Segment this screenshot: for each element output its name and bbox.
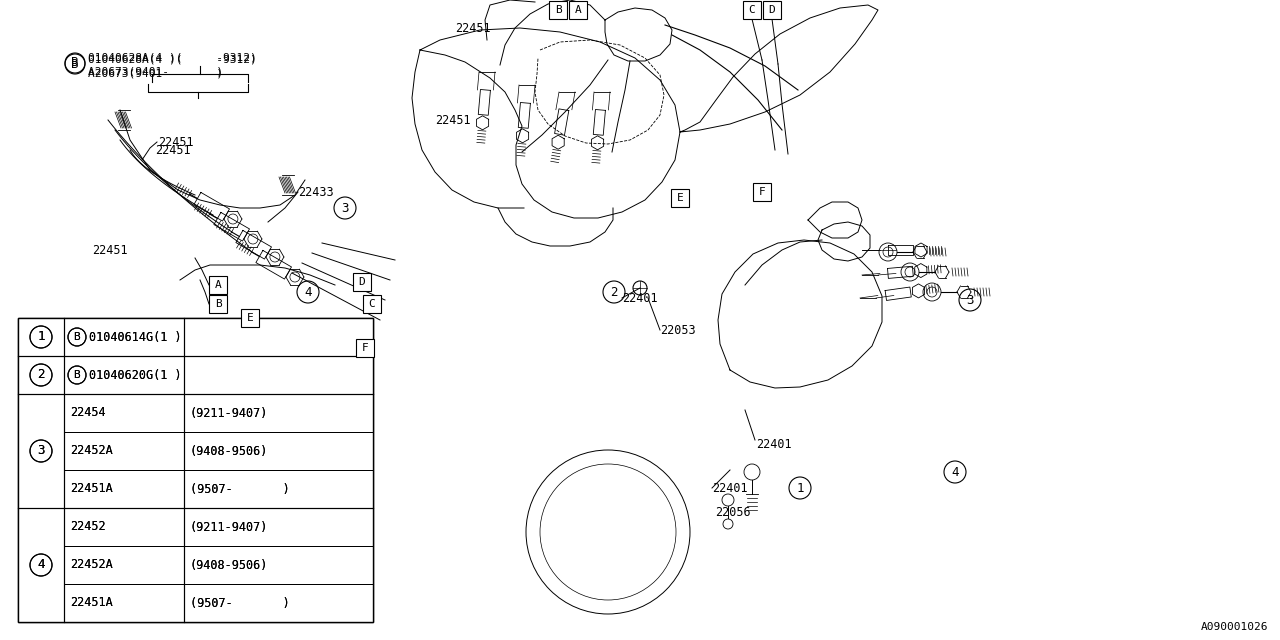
Text: 22452A: 22452A xyxy=(70,445,113,458)
Bar xyxy=(356,339,374,357)
Text: 2: 2 xyxy=(611,285,618,298)
Text: 22451A: 22451A xyxy=(70,596,113,609)
Text: 22401: 22401 xyxy=(622,291,658,305)
Text: 22451A: 22451A xyxy=(70,596,113,609)
Text: B: B xyxy=(72,56,79,70)
Text: 1: 1 xyxy=(796,481,804,495)
Text: E: E xyxy=(247,313,253,323)
Bar xyxy=(671,189,689,207)
Text: (9507-       ): (9507- ) xyxy=(189,596,289,609)
Bar xyxy=(18,318,372,622)
Text: B: B xyxy=(554,5,562,15)
Text: B: B xyxy=(215,299,221,309)
Text: 1: 1 xyxy=(37,330,45,344)
Text: (9408-9506): (9408-9506) xyxy=(189,445,269,458)
Text: A: A xyxy=(215,280,221,290)
Text: 3: 3 xyxy=(37,445,45,458)
Text: (9408-9506): (9408-9506) xyxy=(189,445,269,458)
Text: 01040620G(1 ): 01040620G(1 ) xyxy=(90,369,182,381)
Text: A20673(9401-       ): A20673(9401- ) xyxy=(88,69,223,79)
Bar xyxy=(209,295,227,313)
Bar xyxy=(763,1,781,19)
Text: 22451A: 22451A xyxy=(70,483,113,495)
Text: 22452: 22452 xyxy=(70,520,106,534)
Text: 22401: 22401 xyxy=(756,438,791,451)
Text: D: D xyxy=(768,5,776,15)
Text: 22056: 22056 xyxy=(716,506,750,518)
Text: A: A xyxy=(575,5,581,15)
Text: (9507-       ): (9507- ) xyxy=(189,596,289,609)
Text: B: B xyxy=(74,332,81,342)
Text: C: C xyxy=(369,299,375,309)
Text: 22454: 22454 xyxy=(70,406,106,419)
Bar xyxy=(364,295,381,313)
Bar xyxy=(742,1,762,19)
Text: 22451: 22451 xyxy=(92,243,128,257)
Text: D: D xyxy=(358,277,365,287)
Text: 22451: 22451 xyxy=(454,22,490,35)
Text: 3: 3 xyxy=(342,202,348,214)
Text: 4: 4 xyxy=(37,559,45,572)
Bar xyxy=(353,273,371,291)
Text: 22451A: 22451A xyxy=(70,483,113,495)
Text: F: F xyxy=(759,187,765,197)
Text: 22053: 22053 xyxy=(660,323,695,337)
Text: 4: 4 xyxy=(37,559,45,572)
Text: (9211-9407): (9211-9407) xyxy=(189,520,269,534)
Text: (9408-9506): (9408-9506) xyxy=(189,559,269,572)
Bar xyxy=(209,276,227,294)
Text: B: B xyxy=(74,332,81,342)
Text: 22452A: 22452A xyxy=(70,445,113,458)
Text: C: C xyxy=(749,5,755,15)
Text: (9408-9506): (9408-9506) xyxy=(189,559,269,572)
Text: (9507-       ): (9507- ) xyxy=(189,483,289,495)
Bar xyxy=(753,183,771,201)
Text: 3: 3 xyxy=(966,294,974,307)
Text: 2: 2 xyxy=(37,369,45,381)
Text: (9507-       ): (9507- ) xyxy=(189,483,289,495)
Text: F: F xyxy=(362,343,369,353)
Text: B: B xyxy=(72,58,79,70)
Text: 22451: 22451 xyxy=(155,143,191,157)
Text: 4: 4 xyxy=(951,465,959,479)
Text: 1: 1 xyxy=(37,330,45,344)
Text: 22452A: 22452A xyxy=(70,559,113,572)
Text: 22401: 22401 xyxy=(712,481,748,495)
Text: 01040628A(4 )(     -9312): 01040628A(4 )( -9312) xyxy=(88,55,257,65)
Text: 4: 4 xyxy=(305,285,312,298)
Text: 22452A: 22452A xyxy=(70,559,113,572)
Text: 01040628A(4 )(     -9312): 01040628A(4 )( -9312) xyxy=(88,53,257,63)
Text: B: B xyxy=(74,370,81,380)
Bar xyxy=(570,1,588,19)
Bar xyxy=(18,318,372,622)
Text: 22454: 22454 xyxy=(70,406,106,419)
Text: A090001026: A090001026 xyxy=(1201,622,1268,632)
Bar xyxy=(549,1,567,19)
Text: 2: 2 xyxy=(37,369,45,381)
Text: (9211-9407): (9211-9407) xyxy=(189,406,269,419)
Text: 01040614G(1 ): 01040614G(1 ) xyxy=(90,330,182,344)
Text: A20673(9401-       ): A20673(9401- ) xyxy=(88,67,223,77)
Text: (9211-9407): (9211-9407) xyxy=(189,520,269,534)
Text: 3: 3 xyxy=(37,445,45,458)
Text: 22433: 22433 xyxy=(298,186,334,198)
Text: 22452: 22452 xyxy=(70,520,106,534)
Text: 01040614G(1 ): 01040614G(1 ) xyxy=(90,330,182,344)
Text: 22451: 22451 xyxy=(435,113,471,127)
Text: 01040620G(1 ): 01040620G(1 ) xyxy=(90,369,182,381)
Bar xyxy=(241,309,259,327)
Text: E: E xyxy=(677,193,684,203)
Text: (9211-9407): (9211-9407) xyxy=(189,406,269,419)
Text: 22451: 22451 xyxy=(157,136,193,148)
Text: B: B xyxy=(74,370,81,380)
